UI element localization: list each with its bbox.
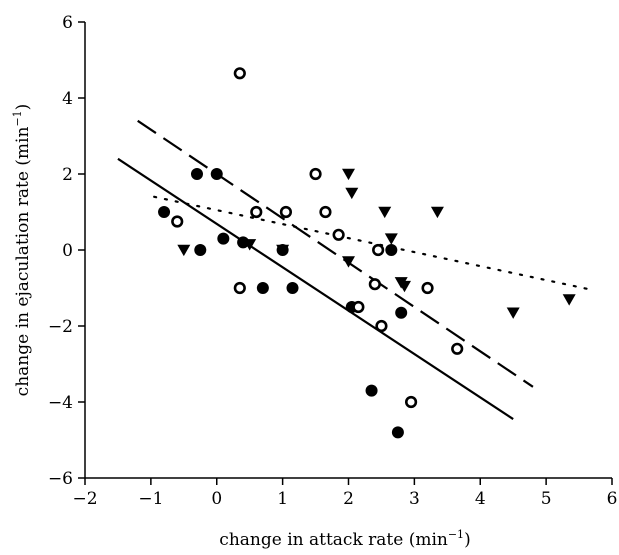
x-tick-label: 0 bbox=[211, 489, 222, 509]
y-tick-label: 0 bbox=[62, 241, 73, 261]
point-open-circle bbox=[352, 300, 365, 314]
y-axis-label: change in ejaculation rate (min−1) bbox=[11, 104, 33, 397]
axes bbox=[78, 21, 613, 485]
point-filled-triangle bbox=[342, 256, 355, 268]
x-axis-label: change in attack rate (min−1) bbox=[219, 528, 470, 550]
x-tick-label: 6 bbox=[607, 489, 618, 509]
point-filled-triangle bbox=[384, 233, 398, 245]
y-tick-label: −6 bbox=[48, 469, 73, 489]
point-filled-triangle bbox=[562, 294, 576, 306]
point-filled-circle bbox=[385, 244, 398, 256]
point-filled-triangle bbox=[430, 206, 444, 219]
y-tick-label: 2 bbox=[62, 165, 73, 185]
x-tick-label: 1 bbox=[277, 489, 288, 509]
point-filled-circle bbox=[210, 168, 223, 180]
point-open-circle bbox=[233, 281, 246, 295]
point-open-circle bbox=[233, 67, 246, 80]
point-open-circle bbox=[171, 215, 184, 228]
point-filled-triangle bbox=[506, 307, 520, 319]
x-tick-label: 5 bbox=[541, 489, 552, 509]
x-tick-label: 3 bbox=[409, 489, 420, 509]
point-filled-triangle bbox=[243, 239, 257, 251]
point-filled-triangle bbox=[276, 244, 290, 257]
point-filled-circle bbox=[217, 232, 230, 245]
fit-line-solid bbox=[117, 157, 514, 421]
point-filled-circle bbox=[286, 282, 299, 294]
x-tick-label: 2 bbox=[343, 489, 354, 509]
point-open-circle bbox=[372, 243, 385, 257]
point-filled-triangle bbox=[345, 187, 359, 200]
fit-line-dashed bbox=[137, 119, 534, 388]
y-tick-label: 4 bbox=[62, 89, 73, 109]
tick-labels: −2 −1 0 1 2 3 4 5 6 −6 −4 −2 0 2 4 6 bbox=[48, 13, 617, 509]
point-filled-triangle bbox=[177, 244, 191, 257]
x-tick-label: 4 bbox=[475, 489, 486, 509]
point-filled-circle bbox=[391, 426, 404, 439]
y-tick-label: 6 bbox=[62, 13, 73, 33]
x-tick-label: −1 bbox=[138, 489, 163, 509]
point-filled-circle bbox=[365, 384, 378, 397]
point-open-circle bbox=[309, 167, 322, 181]
fit-line-dotted bbox=[153, 195, 594, 291]
point-open-circle bbox=[279, 205, 293, 219]
point-open-circle bbox=[332, 228, 345, 241]
y-tick-label: −2 bbox=[48, 317, 73, 337]
point-open-circle bbox=[451, 342, 464, 355]
data-points bbox=[158, 67, 576, 439]
point-filled-circle bbox=[194, 244, 207, 256]
regression-lines bbox=[117, 119, 594, 421]
point-filled-circle bbox=[395, 306, 408, 319]
point-filled-circle bbox=[190, 168, 203, 180]
point-open-circle bbox=[250, 205, 263, 219]
point-open-circle bbox=[368, 278, 381, 291]
point-filled-circle bbox=[256, 282, 269, 294]
point-open-circle bbox=[421, 281, 434, 295]
point-filled-triangle bbox=[378, 206, 392, 219]
point-filled-circle bbox=[158, 206, 171, 218]
point-open-circle bbox=[404, 395, 418, 409]
point-filled-triangle bbox=[342, 168, 355, 181]
y-tick-label: −4 bbox=[48, 393, 73, 413]
point-filled-triangle bbox=[397, 280, 411, 293]
x-tick-label: −2 bbox=[72, 489, 97, 509]
point-open-circle bbox=[375, 319, 388, 333]
point-open-circle bbox=[319, 205, 332, 219]
